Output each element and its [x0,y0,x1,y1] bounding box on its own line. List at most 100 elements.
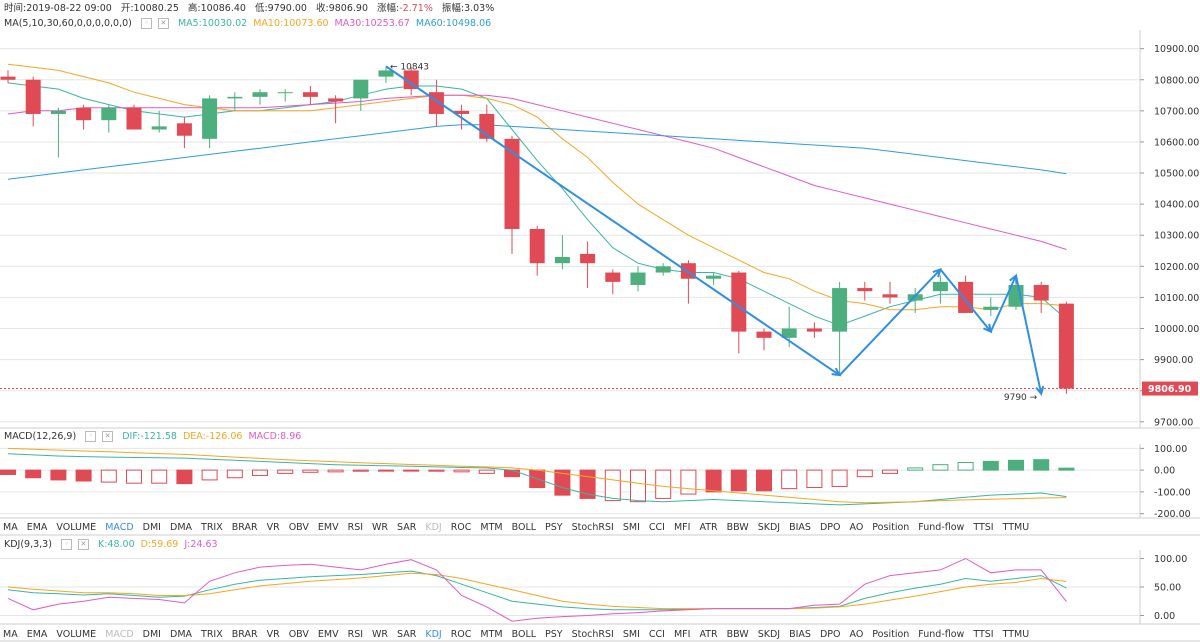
tab-sar[interactable]: SAR [397,629,417,640]
price-tick-label: 10100.00 [1154,293,1199,304]
tab-position[interactable]: Position [872,522,910,533]
tab-mfi[interactable]: MFI [673,629,691,640]
tab-kdj[interactable]: KDJ [425,629,442,640]
tab-dpo[interactable]: DPO [819,629,841,640]
tab-vr[interactable]: VR [266,522,280,533]
price-tick-label: 10400.00 [1154,200,1199,211]
macd-bar [831,469,848,487]
tab-stochrsi[interactable]: StochRSI [571,629,614,640]
macd-bar [1033,459,1050,471]
last-price-label: 9806.90 [1148,384,1192,395]
tab-macd[interactable]: MACD [105,522,134,533]
tab-psy[interactable]: PSY [545,522,563,533]
candle-body [781,328,797,338]
tab-dmi[interactable]: DMI [142,629,161,640]
tab-wr[interactable]: WR [372,629,389,640]
tab-bias[interactable]: BIAS [789,522,811,533]
macd-bar [151,469,168,484]
tab-macd[interactable]: MACD [105,629,134,640]
tab-rsi[interactable]: RSI [347,629,364,640]
tab-volume[interactable]: VOLUME [56,522,97,533]
tab-roc[interactable]: ROC [450,522,472,533]
settings-icon[interactable]: ◦ [60,539,72,550]
tab-kdj[interactable]: KDJ [425,522,442,533]
tab-dma[interactable]: DMA [170,629,193,640]
tab-smi[interactable]: SMI [622,522,640,533]
tab-skdj[interactable]: SKDJ [757,629,781,640]
tab-obv[interactable]: OBV [288,629,309,640]
tab-stochrsi[interactable]: StochRSI [571,522,614,533]
tab-skdj[interactable]: SKDJ [757,522,781,533]
tab-mfi[interactable]: MFI [673,522,691,533]
tab-dma[interactable]: DMA [170,522,193,533]
tab-ma[interactable]: MA [3,629,18,640]
candle-body [731,272,747,332]
amplitude-label: 振幅:3.03% [441,3,495,14]
tab-ema[interactable]: EMA [26,522,48,533]
tab-mtm[interactable]: MTM [480,522,503,533]
tab-obv[interactable]: OBV [288,522,309,533]
candle-body [0,76,16,80]
tab-brar[interactable]: BRAR [231,522,258,533]
close-icon[interactable]: ✕ [77,539,89,550]
macd-bar [453,469,470,473]
price-tick-label: 10500.00 [1154,169,1199,180]
tab-ao[interactable]: AO [849,629,864,640]
candle-body [151,126,167,130]
tab-fund-flow[interactable]: Fund-flow [918,522,965,533]
tab-fund-flow[interactable]: Fund-flow [918,629,965,640]
tab-psy[interactable]: PSY [545,629,563,640]
tab-smi[interactable]: SMI [622,629,640,640]
tab-bbw[interactable]: BBW [726,629,749,640]
kdj-tick-label: 50.00 [1154,583,1181,594]
tab-bbw[interactable]: BBW [726,522,749,533]
tab-boll[interactable]: BOLL [511,629,537,640]
tab-ttsi[interactable]: TTSI [973,629,994,640]
settings-icon[interactable]: ◦ [85,431,97,442]
tab-brar[interactable]: BRAR [231,629,258,640]
macd-bar [680,469,697,495]
tab-volume[interactable]: VOLUME [56,629,97,640]
tab-ttmu[interactable]: TTMU [1002,629,1030,640]
kdj-name: KDJ(9,3,3) [4,539,52,550]
macd-bar [856,469,873,478]
candle-body [227,96,243,99]
tab-ao[interactable]: AO [849,522,864,533]
open-label: 开:10080.25 [120,3,179,14]
tab-dmi[interactable]: DMI [142,522,161,533]
tab-boll[interactable]: BOLL [511,522,537,533]
tab-ema[interactable]: EMA [26,629,48,640]
macd-tick-label: -200.00 [1154,509,1191,520]
ma-legend-item: MA30:10253.67 [334,18,410,29]
macd-bar [705,469,722,493]
tab-bias[interactable]: BIAS [789,629,811,640]
macd-bar [604,469,621,502]
tab-wr[interactable]: WR [372,522,389,533]
tab-rsi[interactable]: RSI [347,522,364,533]
tab-roc[interactable]: ROC [450,629,472,640]
candle-body [25,79,41,114]
tab-atr[interactable]: ATR [699,522,718,533]
tab-atr[interactable]: ATR [699,629,718,640]
macd-name: MACD(12,26,9) [4,431,77,442]
tab-mtm[interactable]: MTM [480,629,503,640]
close-label: 收:9806.90 [316,3,368,14]
tab-ttmu[interactable]: TTMU [1002,522,1030,533]
tab-vr[interactable]: VR [266,629,280,640]
tab-dpo[interactable]: DPO [819,522,841,533]
tab-trix[interactable]: TRIX [201,522,223,533]
candle-body [252,92,268,97]
tab-emv[interactable]: EMV [317,522,339,533]
tab-ma[interactable]: MA [3,522,18,533]
tab-ttsi[interactable]: TTSI [973,522,994,533]
tab-sar[interactable]: SAR [397,522,417,533]
tab-cci[interactable]: CCI [648,629,665,640]
close-icon[interactable]: ✕ [157,18,169,29]
settings-icon[interactable]: ◦ [140,18,152,29]
tab-emv[interactable]: EMV [317,629,339,640]
tab-position[interactable]: Position [872,629,910,640]
tab-cci[interactable]: CCI [648,522,665,533]
macd-legend-item: DEA:-126.06 [182,431,243,442]
tab-trix[interactable]: TRIX [201,629,223,640]
close-icon[interactable]: ✕ [102,431,114,442]
